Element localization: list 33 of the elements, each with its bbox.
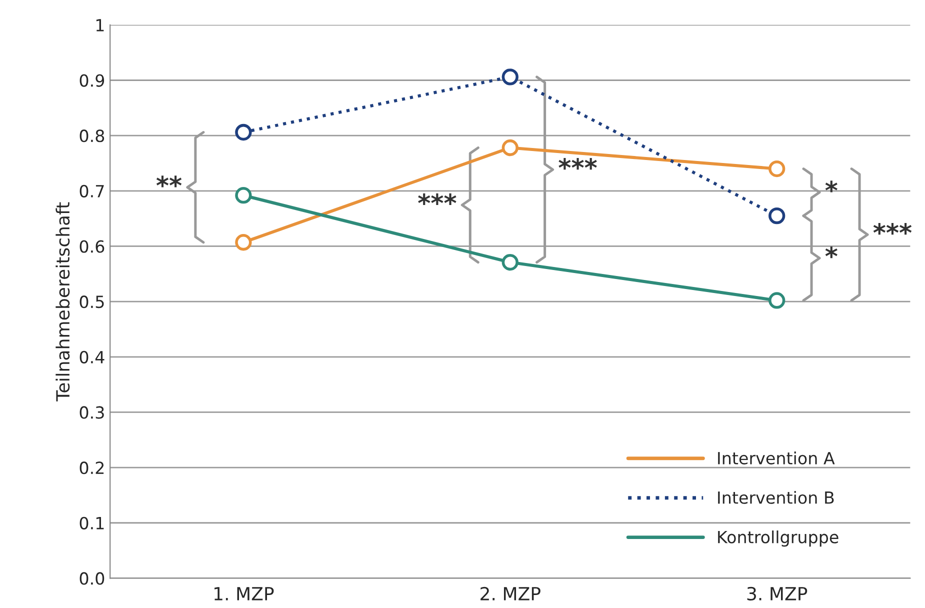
annotation: *** [418,193,456,205]
y-axis-title: Teilnahmebereitschaft [56,202,70,402]
y-tick-label: 0.3 [80,406,104,419]
y-tick-label: 0.0 [80,572,104,585]
legend-label: Intervention B [718,491,834,504]
point [502,68,518,86]
y-tick-label: 0.2 [80,462,104,474]
point [768,292,786,309]
y-tick-label: 0.4 [80,350,104,364]
legend-label: Intervention A [718,452,835,464]
annotation: *** [873,222,912,235]
annotation: * [825,180,838,192]
annotation: *** [558,158,597,170]
point [235,187,252,204]
x-tick-label: 2. MZP [480,586,540,600]
point [768,207,786,224]
y-tick-label: 0.8 [80,130,104,142]
x-tick-label: 1. MZP [214,587,274,600]
y-tick-label: 0.5 [80,296,104,308]
point [502,139,518,156]
legend-label: Kontrollgruppe [718,530,838,547]
y-tick-label: 0.9 [80,74,104,87]
x-tick-label: 3. MZP [747,586,808,601]
point [768,160,786,178]
y-tick-label: 0.6 [80,240,104,253]
annotation: * [825,246,838,258]
point [235,234,252,251]
point [235,124,252,141]
annotation: ** [156,176,182,188]
point [502,254,518,271]
y-tick-label: 0.7 [80,184,104,198]
y-tick-label: 1 [96,19,104,32]
y-tick-label: 0.1 [80,516,104,530]
